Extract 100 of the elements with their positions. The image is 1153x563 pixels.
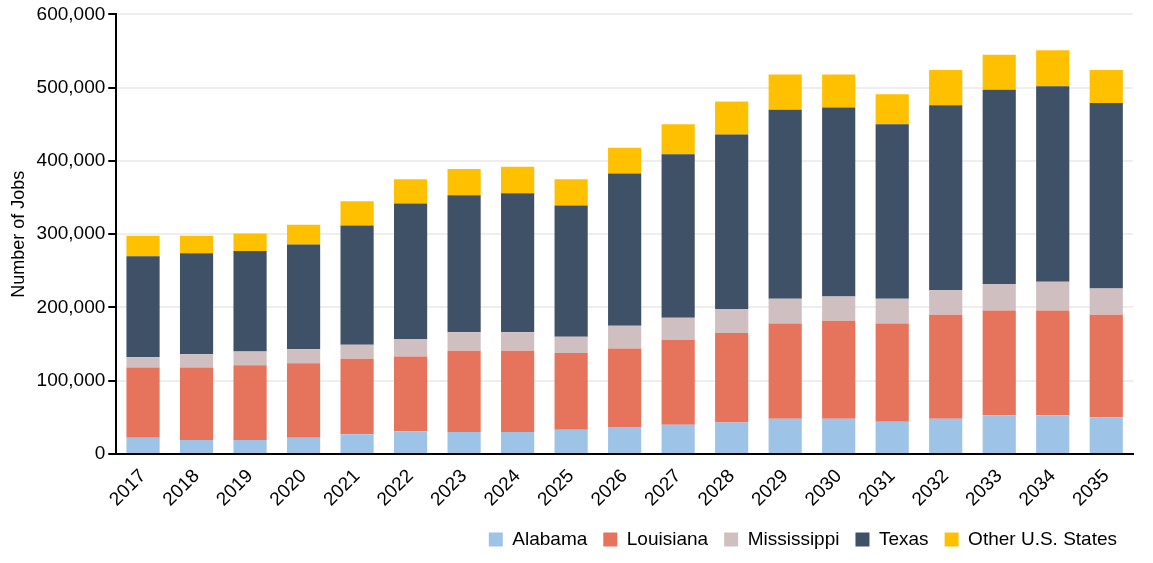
bar [179,253,214,355]
bar [394,338,428,357]
bar [1089,70,1123,104]
bar [768,418,802,453]
bar [1036,86,1070,282]
bar [286,224,321,245]
bar [715,134,749,309]
bar [608,147,642,174]
bar [929,105,963,290]
y-tick-label: 400,000 [36,149,106,171]
bar [233,233,267,252]
bar [982,89,1016,285]
bar [982,415,1016,453]
bar [233,351,267,366]
bar [501,166,535,194]
bar [1089,103,1123,289]
bar [394,203,428,339]
bar [1036,281,1070,311]
bar [661,124,695,155]
bar [875,323,909,422]
bar [340,434,374,453]
bar [233,440,267,453]
bar [822,418,856,453]
bar [1036,50,1070,87]
bar [233,251,267,352]
bar [1089,417,1123,453]
bar [768,298,802,324]
bar [179,354,214,368]
bar [929,70,963,106]
bar [1089,288,1123,315]
legend-label: Louisiana [626,527,709,549]
bar [661,154,695,318]
bar [126,235,160,257]
bar [929,289,963,315]
bar [822,320,856,419]
bar [982,54,1016,90]
y-axis-title: Number of Jobs [7,170,28,298]
bar [1089,314,1123,418]
bar [715,308,749,334]
bar [1036,310,1070,416]
bar [875,421,909,453]
bar [340,358,374,435]
legend-label: Texas [878,527,929,549]
bar [286,244,321,350]
bar [501,193,535,333]
bar [715,422,749,453]
bar [822,74,856,108]
bar [1036,415,1070,453]
bar [554,205,588,337]
legend-label: Mississippi [747,527,840,549]
bar [875,298,909,324]
bar [286,349,321,364]
bar [286,363,321,438]
y-tick-label: 500,000 [36,75,106,97]
bar [447,195,481,333]
bar [554,352,588,430]
bar [822,107,856,297]
bar [501,432,535,453]
y-tick-label: 200,000 [36,295,106,317]
bar [126,256,160,358]
bar [233,365,267,441]
bar [715,101,749,135]
bar [126,437,160,453]
bar [394,431,428,453]
bar [608,173,642,326]
bar [394,179,428,204]
bar [715,333,749,423]
bar [608,348,642,427]
bar [501,350,535,433]
bar [179,440,214,453]
bar [179,367,214,441]
bar [929,418,963,453]
y-tick-label: 300,000 [36,222,106,244]
bar [875,124,909,299]
bar [340,225,374,345]
bar [982,310,1016,416]
bar [608,426,642,453]
bar [554,336,588,353]
bar [822,296,856,321]
bar [608,325,642,349]
bar [661,339,695,425]
bar [768,323,802,419]
bar [447,350,481,433]
bar [447,432,481,453]
bar [126,367,160,438]
bar [554,179,588,206]
bar [340,344,374,359]
bar [394,356,428,432]
bar [768,109,802,299]
bar [661,317,695,340]
y-tick-label: 0 [94,442,106,464]
y-tick-label: 100,000 [36,368,106,390]
bar [179,235,214,254]
bar [447,168,481,196]
bar [501,332,535,351]
legend-label: Other U.S. States [968,527,1118,549]
bar [286,437,321,453]
bar [875,94,909,125]
bar [768,74,802,110]
bar [554,429,588,453]
